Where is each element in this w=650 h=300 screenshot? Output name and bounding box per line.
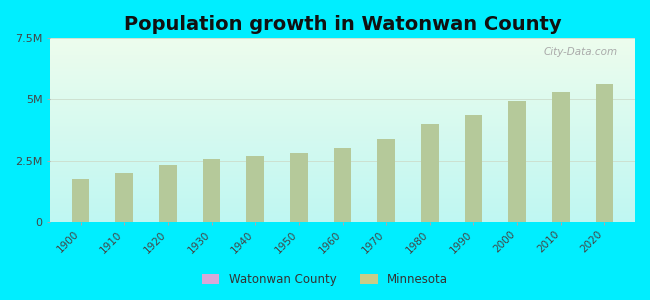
- Bar: [378, 139, 395, 222]
- Title: Population growth in Watonwan County: Population growth in Watonwan County: [124, 15, 562, 34]
- Bar: [508, 101, 526, 222]
- Bar: [290, 153, 307, 222]
- Bar: [465, 115, 482, 222]
- Bar: [595, 84, 613, 222]
- Bar: [552, 92, 569, 222]
- Bar: [72, 179, 89, 222]
- Legend: Watonwan County, Minnesota: Watonwan County, Minnesota: [197, 269, 453, 291]
- Bar: [203, 159, 220, 222]
- Bar: [116, 173, 133, 222]
- Bar: [334, 148, 351, 222]
- Bar: [246, 156, 264, 222]
- Text: City-Data.com: City-Data.com: [543, 47, 618, 58]
- Bar: [159, 165, 177, 222]
- Bar: [421, 124, 439, 222]
